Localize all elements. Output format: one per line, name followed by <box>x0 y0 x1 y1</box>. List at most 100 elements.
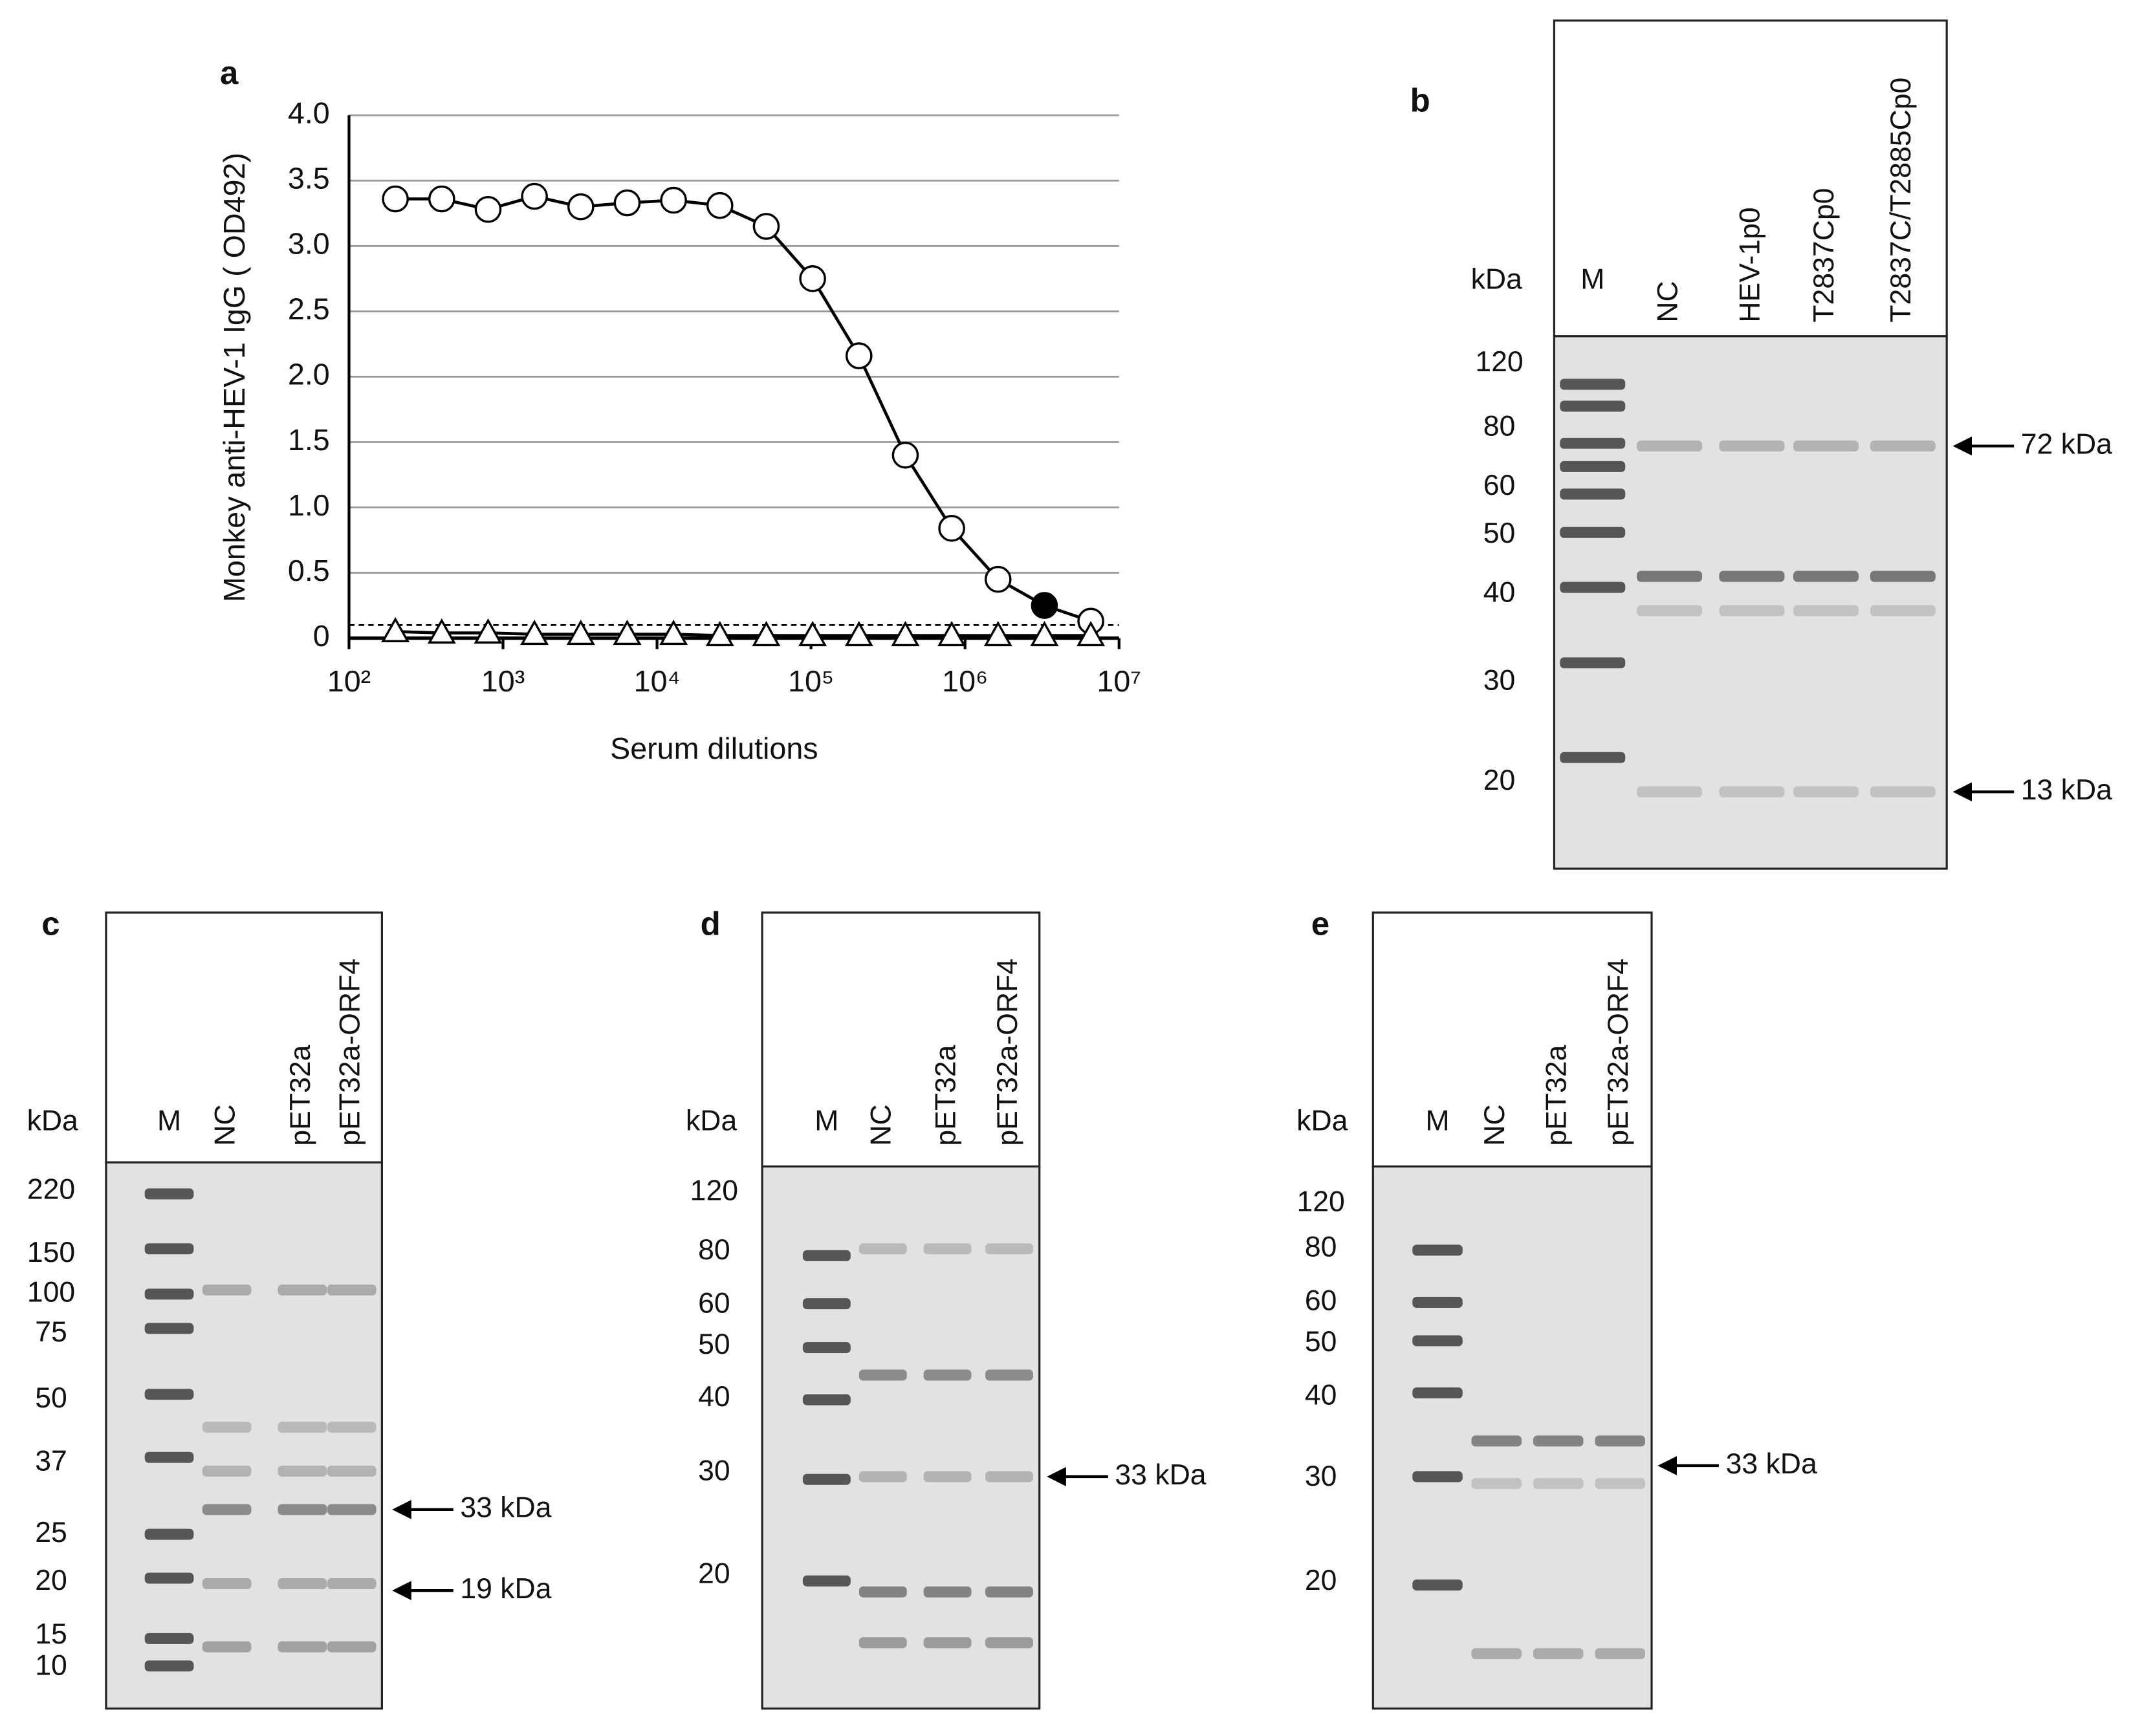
y-tick-label: 3.0 <box>288 227 330 261</box>
data-point <box>891 441 919 469</box>
sample-band <box>1533 1648 1584 1660</box>
data-point <box>1031 592 1058 619</box>
marker-size: 80 <box>1483 411 1516 442</box>
sample-band <box>1637 605 1703 616</box>
sample-band <box>278 1466 327 1477</box>
data-point <box>474 618 503 644</box>
marker-size: 20 <box>1305 1565 1337 1596</box>
marker-size: 120 <box>1475 346 1523 378</box>
sample-band <box>858 1369 907 1381</box>
marker-size: 60 <box>698 1288 730 1319</box>
marker-size: 20 <box>1483 765 1516 796</box>
sample-band <box>202 1504 252 1515</box>
marker-band <box>144 1451 194 1463</box>
data-point <box>520 619 549 646</box>
x-tick-label: 10⁶ <box>942 664 988 698</box>
data-point <box>799 265 826 292</box>
marker-band <box>1560 581 1626 593</box>
marker-size: 220 <box>27 1173 75 1205</box>
data-point <box>567 193 595 221</box>
panel-label: c <box>41 906 60 942</box>
marker-band <box>802 1298 851 1310</box>
lane-label: pET32a <box>1540 1045 1572 1145</box>
data-point <box>1030 621 1059 647</box>
arrow-label: 13 kDa <box>2021 774 2112 806</box>
sample-band <box>202 1284 252 1296</box>
data-point <box>938 515 965 542</box>
lane-label: NC <box>1652 281 1683 322</box>
sample-band <box>327 1641 377 1653</box>
lane-label: M <box>814 1105 838 1136</box>
marker-band <box>144 1323 194 1334</box>
marker-size: 80 <box>698 1234 730 1266</box>
sample-band <box>923 1243 972 1255</box>
sample-band <box>202 1466 252 1477</box>
lane-label: pET32a-ORF4 <box>334 959 366 1146</box>
x-tick-label: 10⁵ <box>788 664 834 698</box>
marker-size: 40 <box>698 1381 730 1413</box>
y-tick-label: 2.5 <box>288 292 330 326</box>
sample-band <box>1637 570 1703 582</box>
arrow-label: 33 kDa <box>1726 1448 1817 1480</box>
data-point <box>613 189 641 217</box>
sample-band <box>1471 1478 1522 1490</box>
data-point <box>752 213 780 240</box>
unit-label: kDa <box>27 1105 78 1136</box>
sample-band <box>1793 786 1859 797</box>
y-tick-label: 2.0 <box>288 358 330 391</box>
sample-band <box>202 1578 252 1589</box>
arrow-label: 33 kDa <box>1115 1459 1206 1491</box>
x-axis-title: Serum dilutions <box>610 732 818 765</box>
lane-label: pET32a-ORF4 <box>992 959 1023 1146</box>
sample-band <box>202 1422 252 1433</box>
sample-band <box>1719 605 1785 616</box>
lane-label: NC <box>1479 1104 1511 1145</box>
marker-size: 30 <box>698 1455 730 1486</box>
marker-band <box>144 1660 194 1672</box>
lane-label: T2837Cp0 <box>1808 188 1840 323</box>
marker-band <box>802 1250 851 1261</box>
data-point <box>752 621 781 647</box>
marker-band <box>1560 461 1626 472</box>
sample-band <box>985 1243 1034 1255</box>
lane-label: NC <box>209 1104 241 1145</box>
series-line <box>395 195 1091 623</box>
sample-band <box>278 1422 327 1433</box>
data-point <box>474 195 502 223</box>
marker-size: 120 <box>690 1175 738 1207</box>
marker-band <box>144 1528 194 1540</box>
x-tick-label: 10⁴ <box>634 664 681 698</box>
sample-band <box>1793 605 1859 616</box>
marker-band <box>1412 1471 1463 1482</box>
sample-band <box>985 1369 1034 1381</box>
gel-header <box>761 911 1041 1168</box>
data-point <box>382 185 409 213</box>
sample-band <box>327 1504 377 1515</box>
lane-label: M <box>1425 1105 1449 1136</box>
lane-label: pET32a <box>930 1045 961 1145</box>
gel-panel: e kDa M NC pET32a pET32a-ORF4 120 80 60 50 40 30 20 3… <box>1296 906 1817 1710</box>
sample-band <box>858 1637 907 1649</box>
x-tick-label: 10⁷ <box>1097 664 1141 698</box>
marker-size: 60 <box>1305 1285 1337 1316</box>
sample-band <box>1637 440 1703 452</box>
sample-band <box>985 1586 1034 1598</box>
marker-band <box>802 1394 851 1405</box>
sample-band <box>858 1471 907 1482</box>
marker-size: 50 <box>1305 1326 1337 1358</box>
marker-size: 10 <box>35 1650 67 1682</box>
data-point <box>706 191 734 219</box>
gel-panel: b kDa M NC HEV-1p0 T2837Cp0 T2837C/T2885Cp0 120… <box>1410 19 2112 870</box>
marker-size: 40 <box>1483 576 1516 608</box>
sample-band <box>278 1641 327 1653</box>
y-tick-label: 1.5 <box>288 423 330 457</box>
data-point <box>428 185 455 213</box>
sample-band <box>858 1243 907 1255</box>
sample-band <box>1595 1648 1645 1660</box>
panel-label: e <box>1311 906 1329 942</box>
sample-band <box>923 1369 972 1381</box>
marker-size: 80 <box>1305 1231 1337 1263</box>
sample-band <box>327 1284 377 1296</box>
marker-size: 40 <box>1305 1380 1337 1411</box>
marker-band <box>1560 400 1626 412</box>
